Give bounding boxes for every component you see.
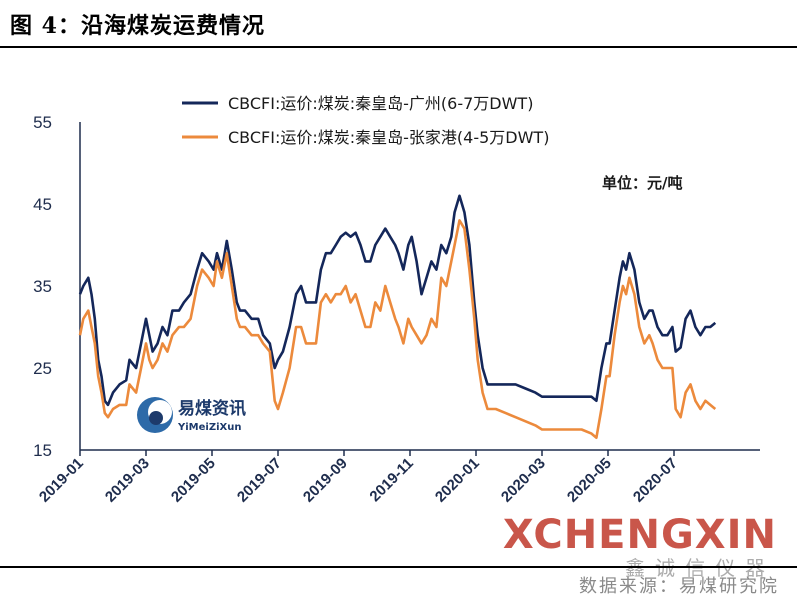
y-tick-label: 15	[33, 441, 52, 460]
top-rule	[0, 46, 797, 48]
x-tick-label: 2019-03	[102, 455, 153, 506]
x-tick-label: 2020-05	[564, 455, 615, 506]
y-tick-label: 25	[33, 359, 52, 378]
bottom-rule	[0, 566, 797, 568]
x-tick-label: 2019-09	[300, 455, 351, 506]
x-tick-label: 2019-05	[168, 455, 219, 506]
x-tick-label: 2019-01	[36, 455, 87, 506]
source-note: 数据来源：易煤研究院	[579, 576, 779, 597]
series-line-1	[78, 194, 717, 407]
y-tick-label: 55	[33, 113, 52, 132]
brand-sub: YiMeiZiXun	[177, 422, 241, 433]
series-line-2	[78, 219, 717, 439]
x-tick-label: 2020-07	[630, 455, 681, 506]
x-axis: 2019-01 2019-03 2019-05 2019-07 2019-09 2019-…	[36, 449, 760, 506]
watermark-logo: XCHENGXIN	[502, 512, 777, 558]
legend-label-2: CBCFI:运价:煤炭:秦皇岛-张家港(4-5万DWT)	[228, 128, 549, 147]
legend: CBCFI:运价:煤炭:秦皇岛-广州(6-7万DWT) CBCFI:运价:煤炭:秦…	[182, 94, 549, 147]
legend-label-1: CBCFI:运价:煤炭:秦皇岛-广州(6-7万DWT)	[228, 94, 533, 113]
watermark-cn: 鑫诚信仪器	[625, 556, 775, 580]
x-tick-label: 2020-03	[498, 455, 549, 506]
x-tick-label: 2019-07	[234, 455, 285, 506]
series-layer	[78, 194, 717, 439]
brand-logo: 易煤资讯 YiMeiZiXun	[137, 397, 246, 433]
y-tick-label: 45	[33, 195, 52, 214]
brand-name: 易煤资讯	[178, 398, 246, 419]
y-axis: 15 25 35 45 55	[33, 113, 81, 460]
x-tick-label: 2020-01	[432, 455, 483, 506]
y-tick-label: 35	[33, 277, 52, 296]
unit-label: 单位：元/吨	[602, 174, 682, 192]
figure-title: 图 4：沿海煤炭运费情况	[10, 13, 265, 39]
x-tick-label: 2019-11	[366, 455, 416, 505]
